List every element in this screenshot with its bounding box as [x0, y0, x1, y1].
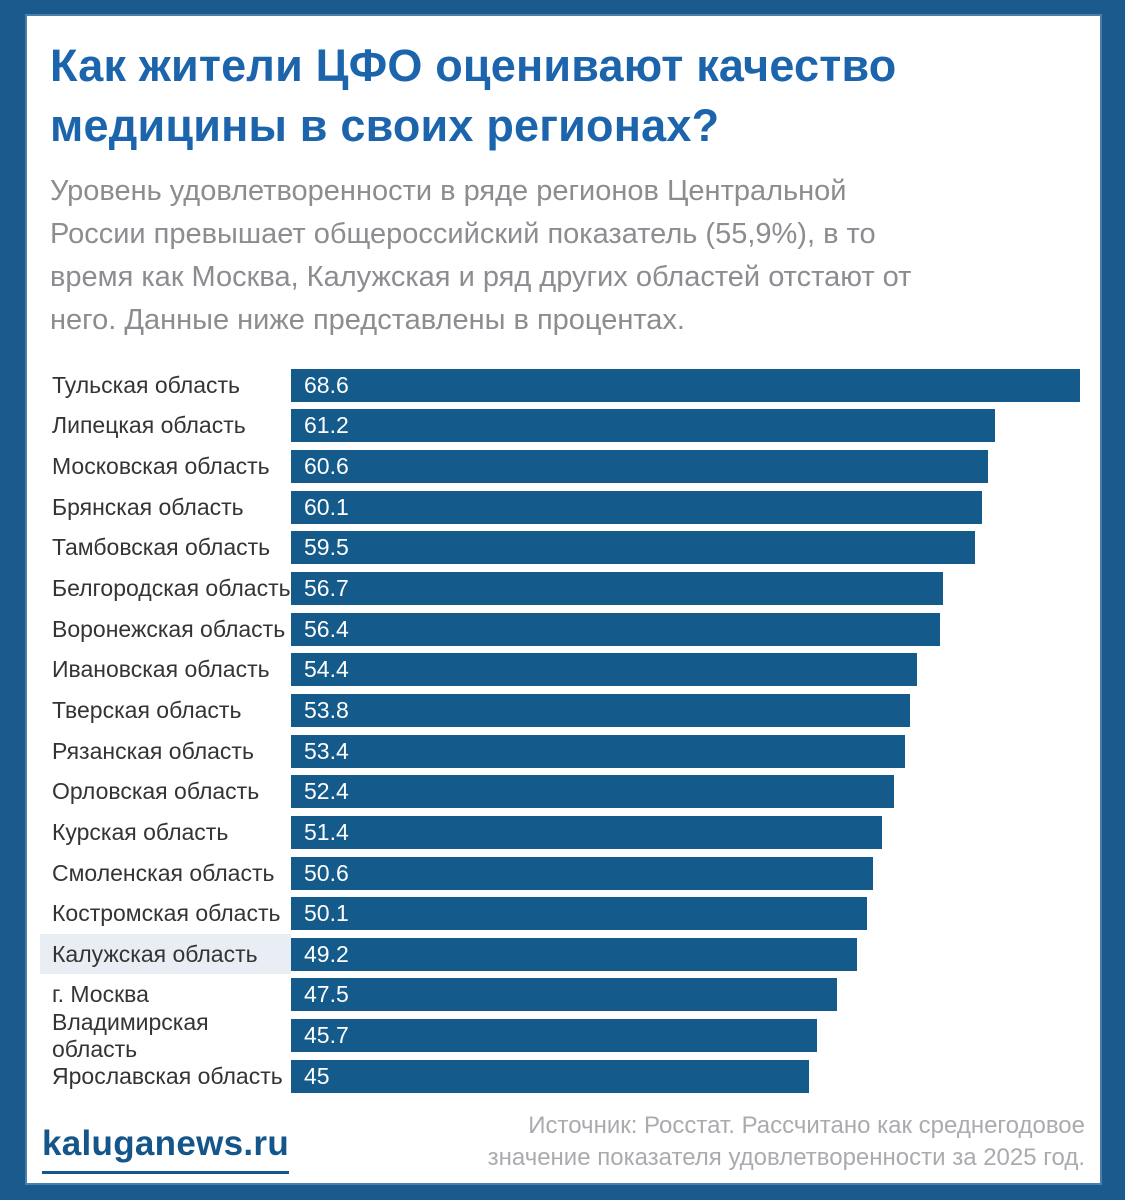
bar-value: 60.6	[304, 453, 349, 480]
bar: 53.4	[291, 734, 906, 768]
bar-value: 49.2	[304, 940, 349, 967]
chart-row: Белгородская область 56.7	[40, 568, 1085, 609]
bar-value: 50.6	[304, 859, 349, 886]
bar: 51.4	[291, 815, 883, 849]
bar: 56.4	[291, 612, 940, 646]
bar: 60.6	[291, 450, 988, 484]
bar-value: 45.7	[304, 1022, 349, 1049]
bar-value: 61.2	[304, 412, 349, 439]
bar: 47.5	[291, 978, 838, 1012]
region-label: Ивановская область	[52, 656, 270, 683]
page-title-line1: Как жители ЦФО оценивают качество	[50, 40, 897, 91]
region-label: Смоленская область	[52, 859, 275, 886]
bar: 59.5	[291, 531, 976, 565]
source-note: Источник: Росстат. Рассчитано как средне…	[445, 1110, 1085, 1174]
page-subtitle-line1: Уровень удовлетворенности в ряде регионо…	[50, 175, 847, 207]
region-label: Тульская область	[52, 371, 241, 398]
source-note-line1: Источник: Росстат. Рассчитано как средне…	[528, 1112, 1085, 1139]
region-label: Брянская область	[52, 493, 244, 520]
chart-row: Московская область 60.6	[40, 446, 1085, 487]
region-label: Калужская область	[40, 934, 291, 975]
region-label: Орловская область	[52, 778, 260, 805]
bar: 54.4	[291, 653, 917, 687]
region-label: Тамбовская область	[52, 534, 271, 561]
page-subtitle: Уровень удовлетворенности в ряде регионо…	[50, 170, 1070, 342]
bar-value: 60.1	[304, 493, 349, 520]
bar: 53.8	[291, 693, 910, 727]
bar-value: 52.4	[304, 778, 349, 805]
bar-value: 56.4	[304, 615, 349, 642]
bar-value: 59.5	[304, 534, 349, 561]
site-logo: kaluganews.ru	[42, 1124, 290, 1174]
chart-row: Курская область 51.4	[40, 812, 1085, 853]
bar: 50.1	[291, 897, 868, 931]
bar: 45	[291, 1059, 809, 1093]
bar: 52.4	[291, 775, 894, 809]
region-label: Костромская область	[52, 900, 281, 927]
chart-row: Воронежская область 56.4	[40, 609, 1085, 650]
chart-row: Калужская область 49.2	[40, 934, 1085, 975]
region-label: Рязанская область	[52, 737, 254, 764]
bar-value: 54.4	[304, 656, 349, 683]
chart-row: Тамбовская область 59.5	[40, 528, 1085, 569]
region-label: Московская область	[52, 453, 270, 480]
region-label: Воронежская область	[52, 615, 286, 642]
bar-value: 50.1	[304, 900, 349, 927]
bar-value: 47.5	[304, 981, 349, 1008]
page-subtitle-line2: России превышает общероссийский показате…	[50, 218, 876, 250]
bar: 45.7	[291, 1019, 817, 1053]
region-label: г. Москва	[52, 981, 149, 1008]
bar: 50.6	[291, 856, 873, 890]
bar-value: 53.8	[304, 696, 349, 723]
page-subtitle-line4: него. Данные ниже представлены в процент…	[50, 304, 685, 336]
bar: 49.2	[291, 937, 857, 971]
bar: 61.2	[291, 409, 995, 443]
region-label: Владимирская область	[52, 1008, 209, 1062]
source-note-line2: значение показателя удовлетворенности за…	[487, 1144, 1085, 1171]
bar-value: 51.4	[304, 818, 349, 845]
region-label: Липецкая область	[52, 412, 246, 439]
page-title: Как жители ЦФО оценивают качество медици…	[50, 36, 1050, 156]
page-title-line2: медицины в своих регионах?	[50, 100, 720, 151]
region-label: Белгородская область	[52, 575, 291, 602]
chart-row: Тверская область 53.8	[40, 690, 1085, 731]
chart-row: Владимирская область 45.7	[40, 1008, 1085, 1062]
chart-row: Ярославская область 45	[40, 1056, 1085, 1097]
bar-value: 68.6	[304, 371, 349, 398]
chart-row: Тульская область 68.6	[40, 365, 1085, 406]
region-label: Тверская область	[52, 696, 242, 723]
chart-row: Ивановская область 54.4	[40, 649, 1085, 690]
bar-value: 56.7	[304, 575, 349, 602]
chart-row: Рязанская область 53.4	[40, 731, 1085, 772]
region-label: Курская область	[52, 818, 229, 845]
bar: 56.7	[291, 572, 944, 606]
bar-value: 45	[304, 1062, 330, 1089]
chart-row: Брянская область 60.1	[40, 487, 1085, 528]
chart-row: Орловская область 52.4	[40, 771, 1085, 812]
bar: 60.1	[291, 490, 983, 524]
bar: 68.6	[291, 368, 1080, 402]
region-label: Ярославская область	[52, 1062, 283, 1089]
chart-row: Костромская область 50.1	[40, 893, 1085, 934]
chart-row: Смоленская область 50.6	[40, 853, 1085, 894]
chart-row: Липецкая область 61.2	[40, 406, 1085, 447]
chart-row: г. Москва 47.5	[40, 975, 1085, 1016]
page-subtitle-line3: время как Москва, Калужская и ряд других…	[50, 261, 912, 293]
infographic-card: Как жители ЦФО оценивают качество медици…	[25, 14, 1102, 1185]
bar-chart: Тульская область 68.6 Липецкая область 6…	[40, 365, 1085, 1097]
bar-value: 53.4	[304, 737, 349, 764]
